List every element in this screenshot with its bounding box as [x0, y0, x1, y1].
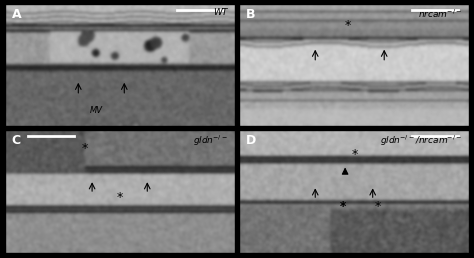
Text: C: C	[12, 134, 21, 147]
Text: *: *	[351, 148, 357, 161]
Text: gldn$^{-/-}$: gldn$^{-/-}$	[193, 134, 228, 148]
Text: *: *	[82, 142, 88, 155]
Text: nrcam$^{-/-}$: nrcam$^{-/-}$	[419, 7, 462, 20]
Text: *: *	[340, 200, 346, 213]
Text: *: *	[340, 200, 346, 213]
Text: *: *	[344, 19, 351, 33]
Text: A: A	[12, 7, 21, 21]
Text: *: *	[374, 200, 381, 213]
Text: MV: MV	[90, 106, 103, 115]
Text: D: D	[246, 134, 256, 147]
Text: WT: WT	[213, 7, 228, 17]
Text: B: B	[246, 7, 256, 21]
Text: *: *	[117, 191, 123, 204]
Text: gldn$^{-/-}$/nrcam$^{-/-}$: gldn$^{-/-}$/nrcam$^{-/-}$	[380, 134, 462, 148]
